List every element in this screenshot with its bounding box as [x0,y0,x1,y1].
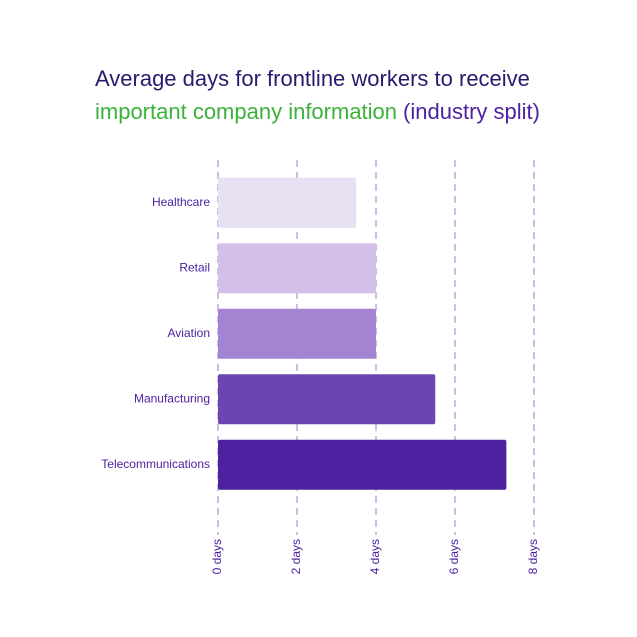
x-tick-label: 4 days [368,539,382,574]
x-tick-label: 0 days [210,539,224,574]
chart-title: Average days for frontline workers to re… [95,66,530,91]
bar [218,243,376,294]
x-tick-label: 2 days [289,539,303,574]
y-tick-label: Manufacturing [134,391,210,405]
bar [218,439,507,490]
y-tick-label: Retail [179,260,210,274]
x-tick-label: 6 days [447,539,461,574]
y-tick-label: Healthcare [152,195,210,209]
x-tick-label: 8 days [526,539,540,574]
y-tick-label: Aviation [168,326,210,340]
bar [218,308,376,359]
bar [218,177,357,228]
bar [218,374,436,425]
chart-title-line2: important company information (industry s… [95,99,540,124]
y-tick-label: Telecommunications [101,457,210,471]
title-suffix: (industry split) [403,99,540,124]
title-highlight: important company information [95,99,397,124]
